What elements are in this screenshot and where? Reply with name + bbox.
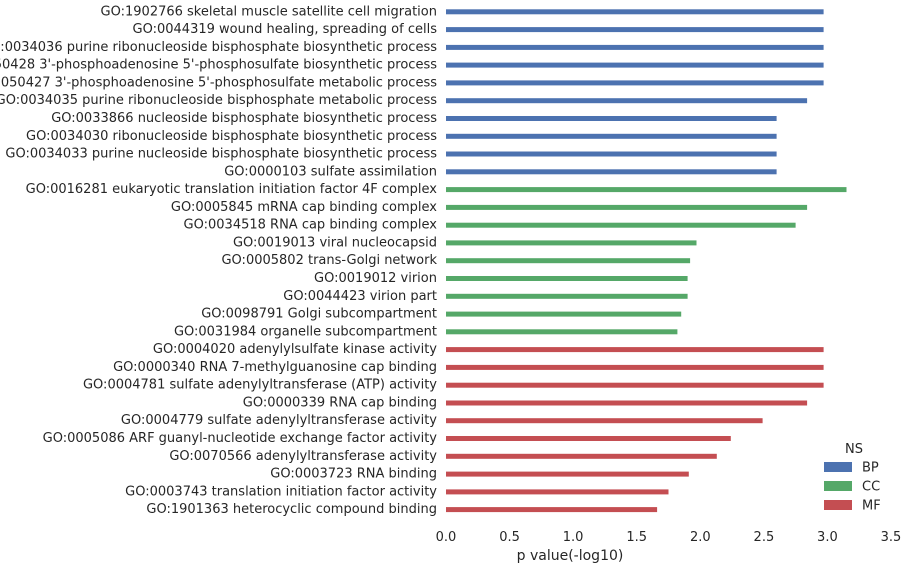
bar-mf-24 [446, 436, 731, 441]
x-tick-label-2: 1.0 [563, 530, 584, 545]
x-axis-ticks: 0.0 0.5 1.0 1.5 2.0 2.5 3.0 3.5 [436, 530, 902, 545]
bar-cc-10 [446, 187, 847, 193]
category-label-25: GO:0070566 adenylyltransferase activity [169, 449, 437, 464]
category-label-19: GO:0004020 adenylylsulfate kinase activi… [153, 342, 437, 357]
x-tick-label-3: 1.5 [626, 530, 647, 545]
category-label-15: GO:0019012 virion [314, 271, 437, 286]
bar-cc-15 [446, 276, 688, 281]
category-label-28: GO:1901363 heterocyclic compound binding [146, 502, 437, 517]
bar-cc-14 [446, 258, 691, 264]
category-label-22: GO:0000339 RNA cap binding [243, 396, 437, 411]
category-label-7: GO:0034030 ribonucleoside bisphosphate b… [26, 129, 437, 144]
category-label-13: GO:0019013 viral nucleocapsid [233, 235, 437, 250]
x-tick-label-6: 3.0 [817, 530, 838, 545]
bar-bp-5 [446, 98, 808, 104]
category-label-26: GO:0003723 RNA binding [270, 467, 437, 482]
bar-cc-16 [446, 293, 688, 299]
bar-bp-9 [446, 169, 777, 175]
bar-bp-4 [446, 80, 824, 86]
category-label-1: GO:0044319 wound healing, spreading of c… [133, 22, 438, 37]
bar-mf-21 [446, 382, 824, 388]
bar-mf-19 [446, 347, 824, 353]
x-tick-label-5: 2.5 [754, 530, 775, 545]
category-label-6: GO:0033866 nucleoside bisphosphate biosy… [51, 111, 437, 126]
bar-mf-25 [446, 453, 717, 459]
category-label-27: GO:0003743 translation initiation factor… [125, 484, 437, 499]
bar-mf-26 [446, 471, 689, 477]
bar-group [446, 9, 847, 513]
x-tick-label-4: 2.0 [690, 530, 711, 545]
category-label-8: GO:0034033 purine nucleoside bisphosphat… [5, 147, 437, 162]
bar-mf-23 [446, 418, 763, 424]
bar-bp-1 [446, 27, 824, 33]
bar-mf-22 [446, 400, 808, 406]
bar-bp-8 [446, 151, 777, 157]
category-label-0: GO:1902766 skeletal muscle satellite cel… [101, 4, 437, 19]
category-label-9: GO:0000103 sulfate assimilation [224, 164, 437, 179]
bar-cc-12 [446, 222, 796, 228]
category-label-3: GO:0050428 3'-phosphoadenosine 5'-phosph… [0, 58, 437, 73]
bar-bp-3 [446, 62, 824, 68]
legend-swatch-bp [824, 462, 852, 472]
legend-label-cc: CC [862, 480, 880, 495]
category-label-11: GO:0005845 mRNA cap binding complex [171, 200, 437, 215]
bar-mf-27 [446, 489, 669, 495]
bar-bp-6 [446, 116, 777, 121]
category-label-23: GO:0004779 sulfate adenylyltransferase a… [121, 413, 437, 428]
bar-mf-28 [446, 507, 658, 513]
category-label-24: GO:0005086 ARF guanyl-nucleotide exchang… [43, 431, 438, 446]
legend-swatch-mf [824, 500, 852, 510]
bar-cc-17 [446, 311, 682, 317]
category-label-2: GO:0034036 purine ribonucleoside bisphos… [0, 40, 437, 55]
legend-label-mf: MF [862, 499, 881, 514]
legend: NS BP CC MF [824, 442, 881, 514]
category-label-18: GO:0031984 organelle subcompartment [174, 324, 437, 339]
bar-cc-13 [446, 240, 697, 246]
legend-swatch-cc [824, 481, 852, 491]
category-label-14: GO:0005802 trans-Golgi network [221, 253, 437, 268]
bar-mf-20 [446, 364, 824, 370]
category-label-12: GO:0034518 RNA cap binding complex [184, 218, 438, 233]
bar-cc-11 [446, 204, 808, 210]
category-label-20: GO:0000340 RNA 7-methylguanosine cap bin… [113, 360, 437, 375]
x-tick-label-1: 0.5 [499, 530, 520, 545]
x-tick-label-7: 3.5 [881, 530, 902, 545]
bar-cc-18 [446, 329, 678, 335]
x-axis-label: p value(-log10) [517, 548, 624, 564]
category-label-21: GO:0004781 sulfate adenylyltransferase (… [83, 378, 437, 393]
category-label-10: GO:0016281 eukaryotic translation initia… [26, 182, 438, 197]
category-label-5: GO:0034035 purine ribonucleoside bisphos… [0, 93, 437, 108]
category-label-17: GO:0098791 Golgi subcompartment [201, 307, 437, 322]
x-tick-label-0: 0.0 [436, 530, 457, 545]
bar-bp-2 [446, 44, 824, 50]
category-label-16: GO:0044423 virion part [283, 289, 437, 304]
legend-label-bp: BP [862, 461, 879, 476]
bar-bp-0 [446, 9, 824, 15]
category-labels: GO:1902766 skeletal muscle satellite cel… [0, 4, 437, 517]
bar-bp-7 [446, 133, 777, 139]
category-label-4: GO:0050427 3'-phosphoadenosine 5'-phosph… [0, 75, 437, 90]
legend-title: NS [845, 442, 863, 457]
